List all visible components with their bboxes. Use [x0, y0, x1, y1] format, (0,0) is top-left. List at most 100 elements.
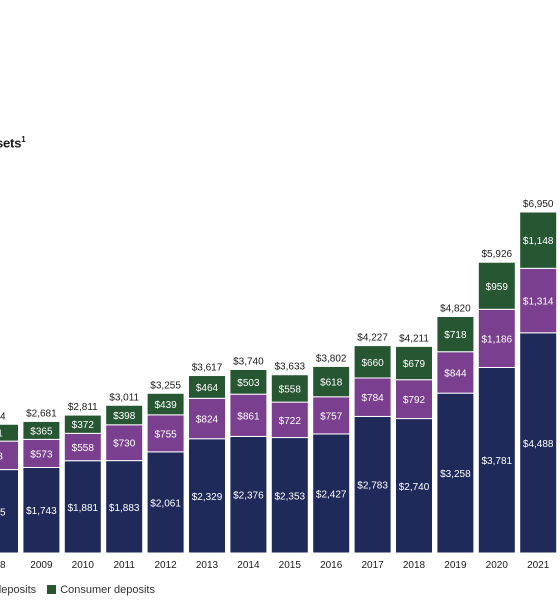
bar-segment-top	[229, 368, 268, 395]
bar-segment-bottom	[395, 418, 433, 554]
bar-segment-bottom	[436, 392, 475, 554]
bar-value-label-middle: $558	[72, 443, 95, 454]
x-axis-tick-label: 2019	[444, 560, 467, 571]
bar-total-label: $3,255	[150, 380, 181, 391]
bar-total-label: $3,617	[192, 363, 223, 374]
bar-value-label-middle: 8	[0, 451, 3, 462]
bar-value-label-top: $503	[237, 378, 260, 389]
bar-segment-top	[270, 374, 309, 403]
bar-value-label-bottom: $2,783	[357, 481, 388, 492]
bar-value-label-middle: $757	[320, 411, 343, 422]
bar-value-label-middle: $755	[154, 429, 177, 440]
bar-value-label-top: $718	[444, 330, 467, 341]
bar-value-label-top: $660	[361, 358, 384, 369]
bar-value-label-middle: $730	[113, 439, 136, 450]
bar-segment-bottom	[519, 332, 558, 554]
bar-value-label-top: $439	[154, 400, 177, 411]
bar-value-label-bottom: $1,881	[68, 503, 99, 514]
bar-total-label: $3,011	[109, 392, 139, 403]
bar-total-label: $4,227	[357, 333, 388, 344]
bar-value-label-top: $959	[486, 282, 509, 293]
bar-segment-bottom	[312, 433, 351, 554]
bar-segment-bottom	[63, 460, 102, 554]
bar-total-label: $4,211	[399, 333, 429, 344]
legend-item-deposits: e deposits	[0, 584, 36, 596]
x-axis-tick-label: 2021	[527, 560, 550, 571]
x-axis-tick-label: 2014	[237, 560, 260, 571]
bar-value-label-bottom: 15	[0, 507, 6, 518]
bar-total-label: $2,811	[68, 402, 98, 413]
bar-total-label: $3,633	[275, 362, 306, 373]
bar-segment-middle	[519, 267, 558, 334]
bar-segment-bottom	[0, 469, 19, 554]
bar-value-label-top: $558	[279, 384, 302, 395]
bar-value-label-top: $372	[72, 420, 95, 431]
bar-segment-top	[519, 211, 558, 269]
x-axis-tick-label: 2010	[72, 560, 95, 571]
bar-total-label: $3,802	[316, 353, 347, 364]
bar-segment-top	[353, 345, 392, 379]
bar-value-label-middle: $792	[403, 395, 426, 406]
bar-value-label-middle: $784	[361, 393, 384, 404]
bar-segment-top	[22, 420, 61, 440]
bar-total-label: $2,681	[26, 408, 57, 419]
legend-label-deposits: e deposits	[0, 584, 37, 596]
bar-segment-bottom	[353, 415, 392, 554]
bar-value-label-bottom: $1,883	[109, 503, 140, 514]
x-axis-tick-label: 08	[0, 560, 6, 571]
title-footnote: 1	[21, 135, 26, 144]
legend-swatch-consumer	[47, 585, 57, 594]
bar-segment-top	[105, 404, 144, 426]
bar-segment-bottom	[477, 366, 516, 554]
bar-segment-top	[63, 414, 102, 434]
bar-segment-top	[436, 316, 475, 353]
bar-value-label-middle: $1,186	[482, 334, 513, 345]
bar-segment-middle	[188, 397, 226, 440]
x-axis-tick-label: 2016	[320, 560, 343, 571]
legend-label-consumer-deposits: Consumer deposits	[60, 584, 155, 596]
bar-value-label-bottom: $1,743	[26, 506, 57, 517]
bar-value-label-top: $1,148	[523, 236, 554, 247]
bar-segment-top	[188, 375, 226, 399]
bar-segment-middle	[0, 440, 19, 471]
bar-segment-bottom	[188, 438, 226, 554]
bar-value-label-bottom: $2,376	[233, 491, 264, 502]
bar-total-label: $4,820	[440, 304, 471, 315]
bar-segment-middle	[436, 351, 475, 394]
bar-value-label-top: $618	[320, 378, 343, 389]
bar-segment-top	[0, 423, 19, 442]
bar-segment-bottom	[22, 466, 61, 554]
legend-item-consumer-deposits: Consumer deposits	[47, 584, 155, 596]
bar-total-label: $5,926	[482, 249, 513, 260]
bar-segment-top	[312, 365, 351, 398]
bar-segment-top	[146, 392, 185, 416]
bar-value-label-bottom: $3,258	[440, 469, 471, 480]
bar-value-label-bottom: $3,781	[482, 456, 513, 467]
bar-total-label: $3,740	[233, 356, 264, 367]
bar-value-label-top: $398	[113, 411, 136, 422]
chart-title: sets1	[0, 135, 26, 151]
bar-value-label-middle: $861	[237, 411, 260, 422]
x-axis-tick-label: 2015	[279, 560, 302, 571]
bar-total-label: 24	[0, 411, 6, 422]
bar-value-label-bottom: $4,488	[523, 439, 554, 450]
x-axis-tick-label: 2013	[196, 560, 219, 571]
x-axis-tick-label: 2020	[486, 560, 509, 571]
chart-title-text: sets	[0, 135, 22, 151]
x-axis-tick-label: 2009	[30, 560, 53, 571]
bar-value-label-bottom: $2,329	[192, 492, 223, 503]
x-axis-tick-label: 2012	[154, 560, 177, 571]
bar-segment-middle	[395, 379, 433, 420]
x-axis-tick-label: 2011	[113, 560, 135, 571]
x-axis-tick-label: 2017	[361, 560, 384, 571]
bar-value-label-top: $464	[196, 383, 219, 394]
bar-segment-top	[395, 345, 433, 381]
bar-value-label-bottom: $2,427	[316, 489, 347, 500]
bar-value-label-middle: $573	[30, 449, 53, 460]
x-axis-tick-label: 2018	[403, 560, 426, 571]
bar-value-label-top: $679	[403, 359, 426, 370]
bar-segment-bottom	[270, 437, 309, 554]
bar-value-label-middle: $844	[444, 368, 467, 379]
bar-value-label-bottom: $2,061	[150, 498, 181, 509]
